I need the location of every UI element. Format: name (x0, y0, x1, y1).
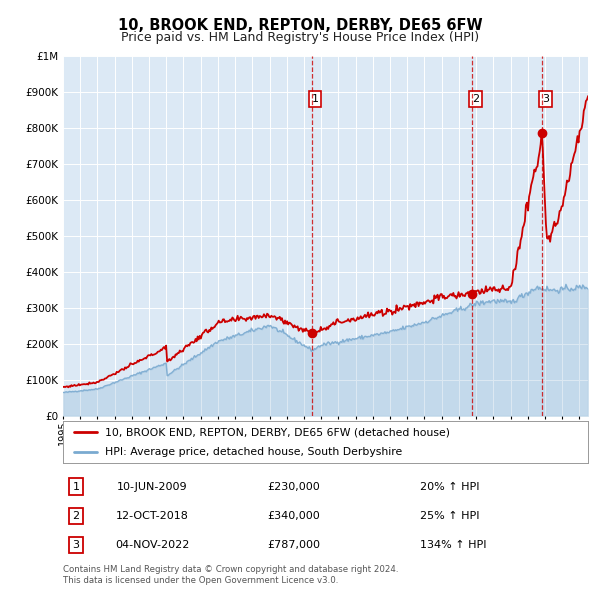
Text: 1: 1 (311, 94, 319, 104)
Text: 134% ↑ HPI: 134% ↑ HPI (420, 540, 487, 550)
Text: 04-NOV-2022: 04-NOV-2022 (115, 540, 190, 550)
Text: Contains HM Land Registry data © Crown copyright and database right 2024.: Contains HM Land Registry data © Crown c… (63, 565, 398, 573)
Text: 10, BROOK END, REPTON, DERBY, DE65 6FW: 10, BROOK END, REPTON, DERBY, DE65 6FW (118, 18, 482, 32)
Text: 3: 3 (542, 94, 549, 104)
Text: £787,000: £787,000 (268, 540, 320, 550)
Text: Price paid vs. HM Land Registry's House Price Index (HPI): Price paid vs. HM Land Registry's House … (121, 31, 479, 44)
Text: 20% ↑ HPI: 20% ↑ HPI (420, 482, 479, 491)
Text: This data is licensed under the Open Government Licence v3.0.: This data is licensed under the Open Gov… (63, 576, 338, 585)
Text: HPI: Average price, detached house, South Derbyshire: HPI: Average price, detached house, Sout… (105, 447, 402, 457)
Text: 3: 3 (73, 540, 80, 550)
Text: £340,000: £340,000 (268, 511, 320, 521)
Text: 2: 2 (472, 94, 479, 104)
Text: 2: 2 (73, 511, 80, 521)
Text: 10-JUN-2009: 10-JUN-2009 (117, 482, 188, 491)
Text: 25% ↑ HPI: 25% ↑ HPI (420, 511, 479, 521)
Text: £230,000: £230,000 (268, 482, 320, 491)
Text: 10, BROOK END, REPTON, DERBY, DE65 6FW (detached house): 10, BROOK END, REPTON, DERBY, DE65 6FW (… (105, 427, 450, 437)
Text: 12-OCT-2018: 12-OCT-2018 (116, 511, 188, 521)
Text: 1: 1 (73, 482, 80, 491)
